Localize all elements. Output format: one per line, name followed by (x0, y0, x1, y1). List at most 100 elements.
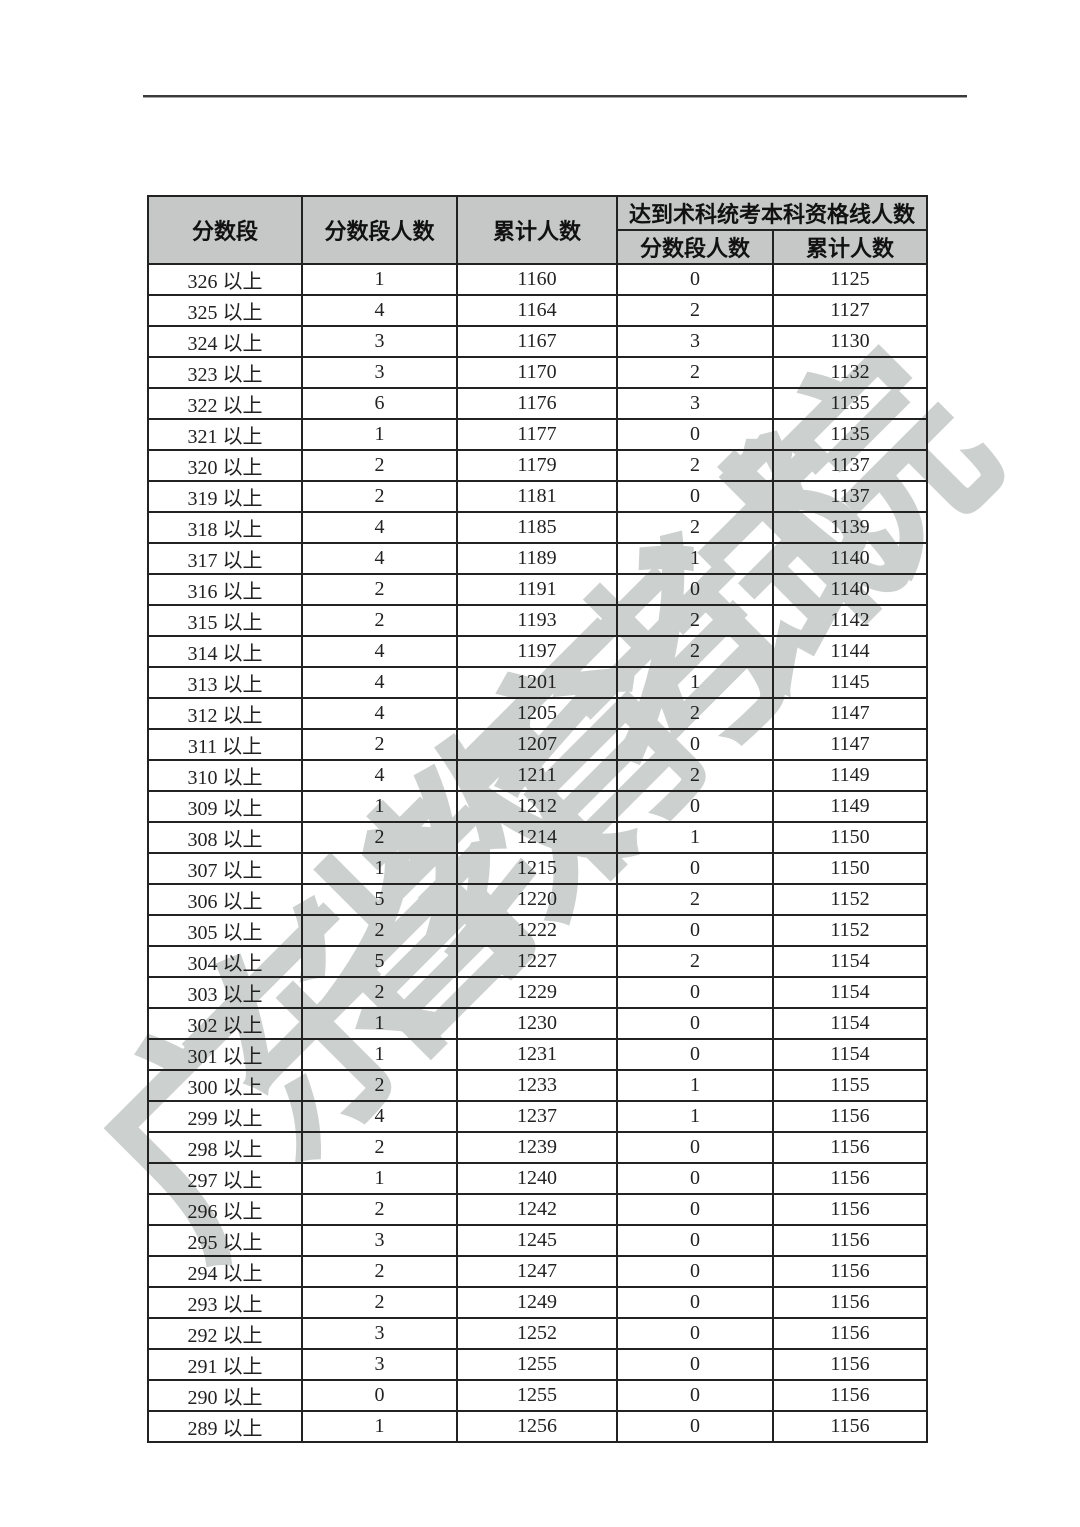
cell-segment-count: 1 (301, 1410, 458, 1443)
cell-score-range: 304 以上 (147, 945, 303, 978)
cell-qualified-segment-count: 0 (616, 1255, 774, 1288)
cell-cumulative-count: 1242 (456, 1193, 618, 1226)
cell-qualified-cumulative-count: 1149 (771, 759, 929, 792)
cell-score-range: 310 以上 (147, 759, 303, 792)
table-row: 308 以上 2 1214 1 1150 (147, 821, 929, 854)
cell-qualified-cumulative-count: 1152 (771, 883, 929, 916)
cell-cumulative-count: 1205 (456, 697, 618, 730)
cell-cumulative-count: 1233 (456, 1069, 618, 1102)
table-row: 303 以上 2 1229 0 1154 (147, 976, 929, 1009)
cell-score-range: 295 以上 (147, 1224, 303, 1257)
cell-cumulative-count: 1229 (456, 976, 618, 1009)
cell-qualified-cumulative-count: 1149 (771, 790, 929, 823)
cell-cumulative-count: 1256 (456, 1410, 618, 1443)
cell-cumulative-count: 1170 (456, 356, 618, 389)
table-row: 300 以上 2 1233 1 1155 (147, 1069, 929, 1102)
cell-qualified-segment-count: 3 (616, 325, 774, 358)
cell-score-range: 290 以上 (147, 1379, 303, 1412)
cell-segment-count: 5 (301, 945, 458, 978)
table-row: 311 以上 2 1207 0 1147 (147, 728, 929, 761)
header-qualified-cumulative-count: 累计人数 (771, 229, 929, 265)
table-row: 314 以上 4 1197 2 1144 (147, 635, 929, 668)
cell-cumulative-count: 1255 (456, 1379, 618, 1412)
cell-cumulative-count: 1212 (456, 790, 618, 823)
cell-score-range: 323 以上 (147, 356, 303, 389)
cell-cumulative-count: 1176 (456, 387, 618, 420)
table-row: 306 以上 5 1220 2 1152 (147, 883, 929, 916)
cell-score-range: 303 以上 (147, 976, 303, 1009)
cell-qualified-cumulative-count: 1135 (771, 387, 929, 420)
cell-segment-count: 4 (301, 697, 458, 730)
cell-cumulative-count: 1230 (456, 1007, 618, 1040)
table-row: 289 以上 1 1256 0 1156 (147, 1410, 929, 1443)
table-row: 309 以上 1 1212 0 1149 (147, 790, 929, 823)
cell-cumulative-count: 1239 (456, 1131, 618, 1164)
cell-qualified-segment-count: 0 (616, 790, 774, 823)
table-row: 313 以上 4 1201 1 1145 (147, 666, 929, 699)
cell-segment-count: 2 (301, 976, 458, 1009)
cell-qualified-cumulative-count: 1140 (771, 573, 929, 606)
cell-qualified-segment-count: 1 (616, 1069, 774, 1102)
header-segment-count: 分数段人数 (301, 195, 458, 265)
table-row: 294 以上 2 1247 0 1156 (147, 1255, 929, 1288)
cell-segment-count: 1 (301, 790, 458, 823)
cell-segment-count: 4 (301, 666, 458, 699)
table-row: 317 以上 4 1189 1 1140 (147, 542, 929, 575)
table-row: 321 以上 1 1177 0 1135 (147, 418, 929, 451)
cell-qualified-segment-count: 0 (616, 573, 774, 606)
table-row: 326 以上 1 1160 0 1125 (147, 263, 929, 296)
cell-segment-count: 5 (301, 883, 458, 916)
table-row: 302 以上 1 1230 0 1154 (147, 1007, 929, 1040)
cell-cumulative-count: 1167 (456, 325, 618, 358)
cell-qualified-segment-count: 0 (616, 1286, 774, 1319)
cell-qualified-cumulative-count: 1156 (771, 1348, 929, 1381)
cell-segment-count: 1 (301, 852, 458, 885)
cell-cumulative-count: 1255 (456, 1348, 618, 1381)
cell-qualified-segment-count: 0 (616, 728, 774, 761)
cell-segment-count: 2 (301, 480, 458, 513)
cell-qualified-segment-count: 0 (616, 1410, 774, 1443)
cell-segment-count: 3 (301, 1317, 458, 1350)
cell-qualified-cumulative-count: 1154 (771, 1007, 929, 1040)
cell-qualified-segment-count: 1 (616, 666, 774, 699)
table-row: 296 以上 2 1242 0 1156 (147, 1193, 929, 1226)
cell-cumulative-count: 1164 (456, 294, 618, 327)
cell-segment-count: 4 (301, 1100, 458, 1133)
cell-segment-count: 2 (301, 449, 458, 482)
cell-cumulative-count: 1189 (456, 542, 618, 575)
cell-score-range: 316 以上 (147, 573, 303, 606)
cell-qualified-cumulative-count: 1127 (771, 294, 929, 327)
cell-score-range: 320 以上 (147, 449, 303, 482)
cell-score-range: 306 以上 (147, 883, 303, 916)
cell-qualified-cumulative-count: 1137 (771, 480, 929, 513)
cell-segment-count: 2 (301, 821, 458, 854)
cell-score-range: 324 以上 (147, 325, 303, 358)
header-score-range: 分数段 (147, 195, 303, 265)
cell-segment-count: 1 (301, 1038, 458, 1071)
cell-qualified-segment-count: 0 (616, 1224, 774, 1257)
cell-qualified-cumulative-count: 1154 (771, 976, 929, 1009)
cell-cumulative-count: 1181 (456, 480, 618, 513)
cell-qualified-cumulative-count: 1145 (771, 666, 929, 699)
cell-cumulative-count: 1211 (456, 759, 618, 792)
score-table-body: 326 以上 1 1160 0 1125 325 以上 4 1164 2 1127 324 以上 3 1… (147, 263, 929, 1443)
cell-cumulative-count: 1191 (456, 573, 618, 606)
score-distribution-table: 分数段 分数段人数 累计人数 达到术科统考本科资格线人数 分数段人数 累计人数 … (147, 195, 929, 1443)
cell-score-range: 318 以上 (147, 511, 303, 544)
cell-segment-count: 3 (301, 1348, 458, 1381)
table-row: 301 以上 1 1231 0 1154 (147, 1038, 929, 1071)
cell-qualified-cumulative-count: 1156 (771, 1193, 929, 1226)
cell-segment-count: 4 (301, 294, 458, 327)
cell-segment-count: 4 (301, 511, 458, 544)
cell-qualified-cumulative-count: 1135 (771, 418, 929, 451)
table-row: 318 以上 4 1185 2 1139 (147, 511, 929, 544)
cell-qualified-cumulative-count: 1142 (771, 604, 929, 637)
cell-qualified-cumulative-count: 1154 (771, 1038, 929, 1071)
cell-score-range: 325 以上 (147, 294, 303, 327)
cell-score-range: 305 以上 (147, 914, 303, 947)
cell-qualified-segment-count: 0 (616, 1007, 774, 1040)
cell-segment-count: 1 (301, 1162, 458, 1195)
table-row: 295 以上 3 1245 0 1156 (147, 1224, 929, 1257)
table-row: 305 以上 2 1222 0 1152 (147, 914, 929, 947)
